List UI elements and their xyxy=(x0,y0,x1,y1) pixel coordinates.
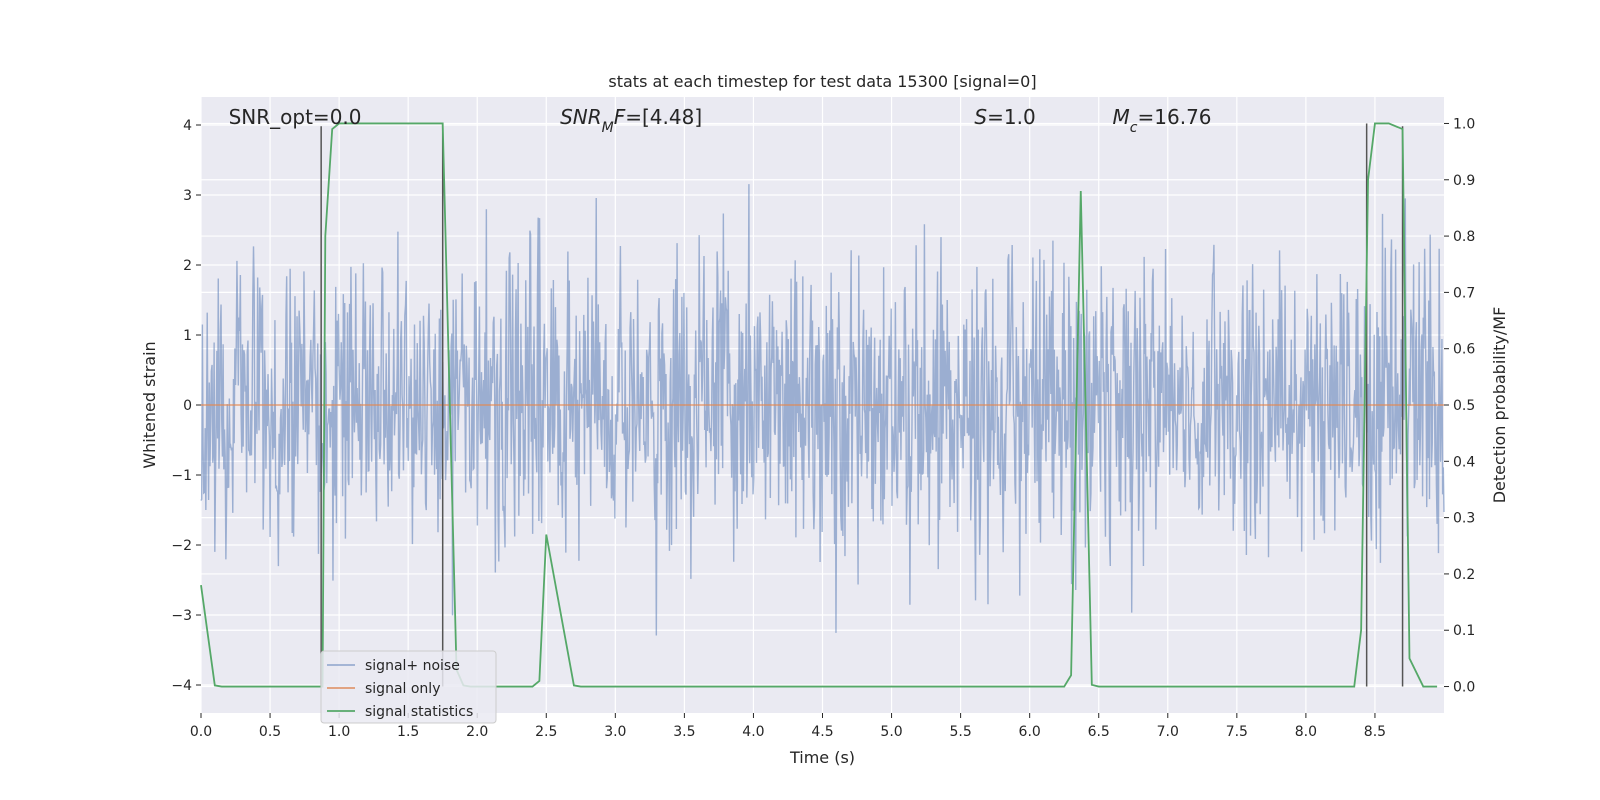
chart-title: stats at each timestep for test data 153… xyxy=(608,72,1036,91)
x-tick-label: 3.5 xyxy=(673,724,695,740)
y-tick-label: −2 xyxy=(171,538,192,554)
x-tick-label: 3.0 xyxy=(604,724,626,740)
annotation-text: SNR_opt=0.0 xyxy=(229,105,362,129)
x-tick-label: 6.5 xyxy=(1088,724,1110,740)
y2-tick-label: 0.3 xyxy=(1453,511,1475,527)
legend-label: signal statistics xyxy=(365,704,473,720)
y2-tick-label: 1.0 xyxy=(1453,116,1475,132)
y2-tick-label: 0.0 xyxy=(1453,680,1475,696)
x-tick-label: 7.5 xyxy=(1226,724,1248,740)
annotations: SNR_opt=0.0 SNRMF=[4.48] S=1.0 Mc=16.76 xyxy=(229,105,1212,136)
x-tick-label: 4.5 xyxy=(811,724,833,740)
x-tick-label: 0.5 xyxy=(259,724,281,740)
annotation-text: S=1.0 xyxy=(974,105,1035,129)
x-tick-label: 5.5 xyxy=(949,724,971,740)
x-tick-label: 8.5 xyxy=(1364,724,1386,740)
y-tick-label: 1 xyxy=(183,328,192,344)
legend-label: signal only xyxy=(365,681,440,697)
x-tick-label: 1.5 xyxy=(397,724,419,740)
y-tick-label: −4 xyxy=(171,678,192,694)
signal-statistics-line xyxy=(200,122,1438,688)
x-tick-label: 5.0 xyxy=(880,724,902,740)
x-axis-label: Time (s) xyxy=(789,748,855,767)
x-tick-label: 0.0 xyxy=(190,724,212,740)
y2-tick-label: 0.7 xyxy=(1453,285,1475,301)
y-tick-label: 2 xyxy=(183,258,192,274)
x-tick-label: 7.0 xyxy=(1157,724,1179,740)
annotation-text: Mc=16.76 xyxy=(1113,105,1212,136)
x-tick-label: 1.0 xyxy=(328,724,350,740)
y2-axis-label: Detection probability/MF xyxy=(1490,307,1509,504)
x-axis-ticks: 0.0 0.5 1.0 1.5 2.0 2.5 3.0 3.5 4.0 4.5 5.0 5.5 6.0 6… xyxy=(190,713,1386,740)
y-tick-label: 0 xyxy=(183,398,192,414)
y2-tick-label: 0.2 xyxy=(1453,567,1475,583)
y-axis-right-ticks: 1.0 0.9 0.8 0.7 0.6 0.5 0.4 0.3 0.2 0.1 0.0 xyxy=(1444,116,1475,696)
y-axis-label: Whitened strain xyxy=(140,341,159,468)
y2-tick-label: 0.4 xyxy=(1453,454,1475,470)
y2-tick-label: 0.9 xyxy=(1453,173,1475,189)
x-tick-label: 4.0 xyxy=(742,724,764,740)
y-tick-label: −1 xyxy=(171,468,192,484)
x-tick-label: 2.0 xyxy=(466,724,488,740)
x-tick-label: 6.0 xyxy=(1019,724,1041,740)
y-tick-label: 4 xyxy=(183,118,192,134)
series-signal-statistics xyxy=(200,122,1438,688)
y-tick-label: 3 xyxy=(183,188,192,204)
y2-tick-label: 0.1 xyxy=(1453,623,1475,639)
y-axis-left-ticks: 4 3 2 1 0 −1 −2 −3 −4 xyxy=(171,118,201,694)
x-tick-label: 2.5 xyxy=(535,724,557,740)
legend-box xyxy=(320,650,497,724)
legend-label: signal+ noise xyxy=(365,658,460,674)
signal-noise-line xyxy=(200,184,1445,636)
annotation-text: SNRMF=[4.48] xyxy=(560,105,702,136)
x-tick-label: 8.0 xyxy=(1295,724,1317,740)
legend: signal+ noise signal only signal statistic… xyxy=(320,650,497,724)
y2-tick-label: 0.6 xyxy=(1453,342,1475,358)
y-tick-label: −3 xyxy=(171,608,192,624)
series-signal-noise xyxy=(200,184,1445,636)
y2-tick-label: 0.5 xyxy=(1453,398,1475,414)
y2-tick-label: 0.8 xyxy=(1453,229,1475,245)
